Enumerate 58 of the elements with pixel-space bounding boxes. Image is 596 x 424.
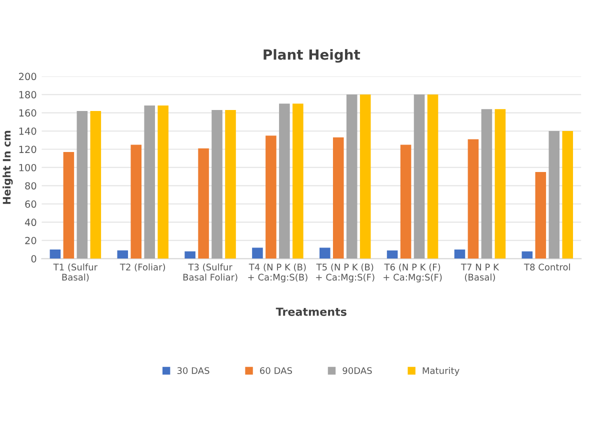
x-axis-title: Treatments [276, 308, 346, 316]
bar [562, 131, 574, 259]
bar [468, 139, 479, 259]
bar [158, 105, 168, 259]
y-tick-label: 80 [25, 182, 36, 190]
y-tick-label: 100 [19, 164, 36, 172]
bar [427, 94, 438, 259]
bar [454, 250, 466, 259]
bar [522, 251, 533, 259]
y-tick-label: 140 [19, 127, 36, 135]
bar [63, 152, 74, 259]
bar [346, 94, 358, 259]
bar [279, 104, 290, 259]
x-tick-label: T6 (N P K (F) + Ca:Mg:S(F) [384, 264, 442, 282]
x-tick-label: T3 (Sulfur Basal Foliar) [183, 264, 238, 282]
bar [266, 136, 276, 259]
y-tick-label: 120 [19, 146, 36, 154]
x-tick-label: T1 (Sulfur Basal) [53, 264, 98, 282]
x-tick-label: T7 N P K (Basal) [460, 264, 500, 282]
y-tick-label: 40 [24, 218, 36, 226]
bar [400, 144, 412, 259]
y-tick-label: 180 [19, 91, 36, 98]
bar [184, 251, 196, 259]
bar [212, 110, 222, 259]
legend-label: 30 DAS [177, 367, 210, 374]
bar [252, 248, 263, 259]
bar [494, 109, 506, 259]
y-tick-label: 160 [19, 109, 36, 117]
x-tick-label: T8 Control [524, 264, 570, 270]
x-tick-label: T4 (N P K (B) + Ca:Mg:S(B) [248, 264, 308, 282]
bar [225, 110, 236, 259]
bar [130, 144, 142, 259]
legend-label: Maturity [422, 367, 460, 376]
x-tick-label: T5 (N P K (B) + Ca:Mg:S(F) [316, 264, 374, 282]
bar [292, 104, 304, 259]
y-tick-label: 20 [25, 236, 36, 244]
bar [481, 109, 492, 259]
y-axis-title: Height In cm [2, 130, 13, 204]
bar [320, 248, 330, 259]
bar [50, 250, 61, 259]
legend-label: 90DAS [342, 367, 372, 374]
bar [332, 137, 344, 259]
bar [198, 148, 209, 259]
bar [76, 110, 88, 259]
legend-label: 60 DAS [260, 367, 292, 374]
bar [360, 94, 371, 259]
bar [117, 250, 128, 259]
chart-title: Plant Height [264, 49, 360, 63]
x-tick-label: T2 (Foliar) [120, 264, 165, 272]
bar [548, 131, 560, 259]
bar [90, 110, 102, 259]
bar [144, 105, 155, 259]
y-tick-label: 200 [19, 72, 36, 80]
bar [535, 172, 546, 259]
y-tick-label: 0 [31, 255, 36, 262]
y-tick-label: 60 [25, 200, 36, 208]
bar [414, 94, 425, 259]
bar [386, 250, 398, 259]
